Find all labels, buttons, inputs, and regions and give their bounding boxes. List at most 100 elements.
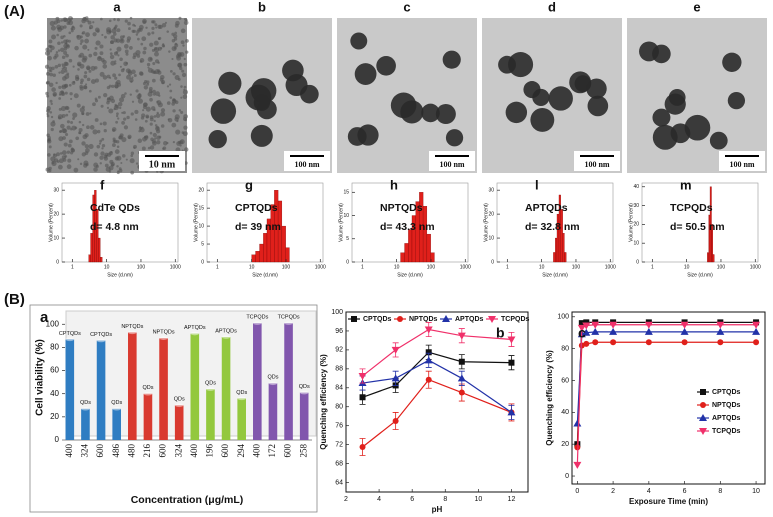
particle [727,91,746,110]
particle [122,154,126,158]
x-tick-label: 1 [216,264,219,270]
particle [350,32,368,50]
x-tick-label: 100 [572,264,581,270]
particle [172,72,176,76]
marker [681,339,688,346]
y-tick-label: 10 [198,223,204,229]
particle [105,154,108,157]
marker [457,332,466,340]
bar [253,323,262,440]
bar [81,408,90,440]
particle [92,21,95,24]
particle [180,85,183,88]
particle [106,97,112,103]
particle [84,71,88,75]
marker [425,376,432,383]
particle [115,104,119,109]
particle [103,129,107,133]
marker [578,320,585,327]
particle [94,78,99,83]
particle [116,145,120,149]
bar-label: TCPQDs [278,315,300,321]
particle [56,152,60,157]
bar [560,209,563,263]
particle [136,94,142,100]
bar [263,233,268,263]
particle [129,16,133,20]
particle [130,151,135,155]
particle [130,112,134,116]
scale-bar-label: 100 nm [294,160,319,169]
particle [150,90,153,94]
x-tick-label: 100 [717,264,726,270]
particle [183,62,188,67]
particle [722,52,742,72]
x-axis-label: Size (d.nm) [252,272,278,278]
bar-top [128,330,137,335]
marker [591,321,600,329]
particle [125,61,128,65]
particle [92,32,97,37]
particle [89,112,92,115]
bar [159,338,168,440]
particle [88,143,94,150]
y-tick-label: 0 [55,435,60,444]
particle [181,72,187,78]
particle [100,151,105,156]
particle [58,71,61,74]
marker [592,339,599,346]
particle [154,47,158,51]
particle [66,150,71,154]
particle [138,27,143,32]
particle [122,35,126,38]
x-tick-label: 10 [474,496,482,503]
particle [116,18,120,22]
marker [573,419,582,427]
particle [58,164,63,170]
particle [668,88,686,106]
particle [124,19,128,23]
particle [74,74,80,79]
bar [285,247,290,263]
particle [66,125,71,130]
x-tick-label: 600 [95,444,105,458]
particle [51,161,55,165]
particle [48,145,52,149]
bar-label: NPTQDs [153,330,175,336]
x-axis-label: Size (d.nm) [542,272,568,278]
particle [76,34,82,40]
marker [716,321,725,329]
particle [109,54,115,60]
sample-name: NPTQDs [380,202,423,214]
sample-name: TCPQDs [670,202,713,214]
particle [106,106,110,110]
marker [488,316,496,323]
particle [63,39,68,44]
particle [61,91,66,96]
particle [179,140,184,145]
particle [129,93,132,96]
particle [94,118,99,122]
particle [183,57,186,61]
particle [121,136,127,143]
legend-label: TCPQDs [501,316,530,323]
particle [445,129,464,147]
y-tick-label: 20 [53,211,59,217]
particle [167,117,173,123]
y-tick-label: 100 [331,309,343,316]
marker [391,374,400,382]
particle [60,123,65,129]
particle [44,64,50,69]
particle [70,148,75,153]
chart-label: h [390,177,398,192]
particle [85,32,90,38]
bar [90,233,93,263]
particle [89,125,95,130]
particle [153,119,156,123]
bar-label: APTQDs [215,328,237,334]
particle [150,69,155,74]
bar [259,243,264,263]
particle [85,148,90,153]
particle [92,129,98,135]
particle [81,141,86,146]
